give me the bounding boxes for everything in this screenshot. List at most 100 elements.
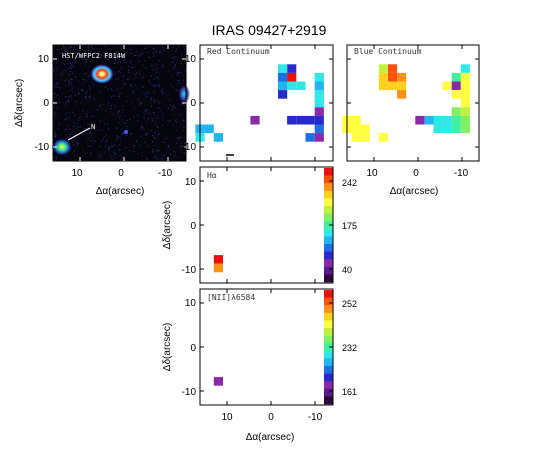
noise-pixel xyxy=(84,73,85,75)
noise-pixel xyxy=(148,92,150,94)
noise-pixel xyxy=(85,50,87,52)
noise-pixel xyxy=(87,124,89,126)
noise-pixel xyxy=(91,57,93,59)
colorbar-segment xyxy=(324,274,333,283)
noise-pixel xyxy=(121,87,123,89)
noise-pixel xyxy=(70,62,72,64)
colorbar-segment xyxy=(324,206,333,214)
noise-pixel xyxy=(63,57,65,59)
noise-pixel xyxy=(53,113,55,115)
nii-panel-background xyxy=(200,289,333,405)
noise-pixel xyxy=(136,50,137,52)
noise-pixel xyxy=(110,107,112,109)
noise-pixel xyxy=(130,60,132,62)
noise-pixel xyxy=(173,58,175,60)
noise-pixel xyxy=(184,48,186,50)
noise-pixel xyxy=(162,116,164,118)
noise-pixel xyxy=(56,69,58,71)
hst-galaxy-north xyxy=(90,64,114,84)
noise-pixel xyxy=(144,48,146,50)
noise-pixel xyxy=(90,153,92,155)
colorbar-segment xyxy=(324,305,333,314)
red-spaxel xyxy=(314,107,324,116)
noise-pixel xyxy=(77,51,79,53)
noise-pixel xyxy=(82,58,84,60)
noise-pixel xyxy=(181,54,183,56)
noise-pixel xyxy=(146,158,148,160)
colorbar-segment xyxy=(324,290,333,298)
red-spaxel xyxy=(305,115,315,125)
noise-pixel xyxy=(154,131,156,133)
noise-pixel xyxy=(55,135,57,137)
noise-pixel xyxy=(144,141,146,143)
noise-pixel xyxy=(111,146,113,148)
blue-spaxel xyxy=(433,115,443,125)
hst-panel-label: HST/WFPC2 F814W xyxy=(62,52,126,60)
noise-pixel xyxy=(180,136,182,138)
noise-pixel xyxy=(126,120,128,121)
noise-pixel xyxy=(146,52,148,54)
noise-pixel xyxy=(116,87,118,89)
red-spaxel xyxy=(278,90,288,99)
colorbar-segment xyxy=(324,366,333,374)
red-spaxel xyxy=(305,133,315,142)
noise-pixel xyxy=(91,126,93,127)
noise-pixel xyxy=(154,121,156,123)
noise-pixel xyxy=(69,46,71,48)
blue-spaxel xyxy=(451,81,461,91)
noise-pixel xyxy=(64,69,66,71)
noise-pixel xyxy=(179,145,181,147)
red-spaxel xyxy=(287,72,297,82)
colorbar-segment xyxy=(324,297,333,306)
noise-pixel xyxy=(87,138,89,139)
noise-pixel xyxy=(173,67,175,69)
noise-pixel xyxy=(162,113,164,115)
blue-spaxel xyxy=(442,81,452,91)
noise-pixel xyxy=(128,150,130,152)
noise-pixel xyxy=(172,106,174,108)
noise-pixel xyxy=(137,99,139,101)
noise-pixel xyxy=(120,92,122,94)
blue-panel-label: Blue Continuum xyxy=(354,47,422,56)
noise-pixel xyxy=(146,121,148,123)
noise-pixel xyxy=(161,158,163,160)
noise-pixel xyxy=(107,102,109,104)
noise-pixel xyxy=(69,51,71,53)
noise-pixel xyxy=(116,127,118,129)
noise-pixel xyxy=(152,151,154,153)
noise-pixel xyxy=(69,134,71,135)
noise-pixel xyxy=(140,129,142,130)
noise-pixel xyxy=(177,80,179,81)
noise-pixel xyxy=(67,125,69,127)
colorbar-segment xyxy=(324,168,333,176)
noise-pixel xyxy=(158,150,160,152)
noise-pixel xyxy=(163,50,165,52)
noise-pixel xyxy=(112,89,114,91)
noise-pixel xyxy=(145,111,147,113)
noise-pixel xyxy=(171,57,173,59)
noise-pixel xyxy=(128,78,130,80)
noise-pixel xyxy=(169,94,170,96)
noise-pixel xyxy=(62,45,64,47)
noise-pixel xyxy=(133,150,135,152)
blue-xtick-label: 10 xyxy=(366,168,378,179)
blue-spaxel xyxy=(378,133,388,142)
noise-pixel xyxy=(56,82,58,84)
noise-pixel xyxy=(88,45,90,47)
noise-pixel xyxy=(144,134,146,136)
noise-pixel xyxy=(101,140,103,142)
noise-pixel xyxy=(116,112,118,114)
nii-yaxis-label: Δδ(arcsec) xyxy=(162,323,173,371)
noise-pixel xyxy=(154,138,156,139)
noise-pixel xyxy=(118,51,120,52)
noise-pixel xyxy=(172,108,173,110)
colorbar-segment xyxy=(324,175,333,184)
blue-spaxel xyxy=(460,81,470,91)
noise-pixel xyxy=(122,81,124,83)
noise-pixel xyxy=(122,156,124,158)
noise-pixel xyxy=(184,70,186,72)
blue-spaxel xyxy=(451,90,461,99)
noise-pixel xyxy=(155,134,157,136)
noise-pixel xyxy=(180,147,182,149)
noise-pixel xyxy=(150,97,152,99)
